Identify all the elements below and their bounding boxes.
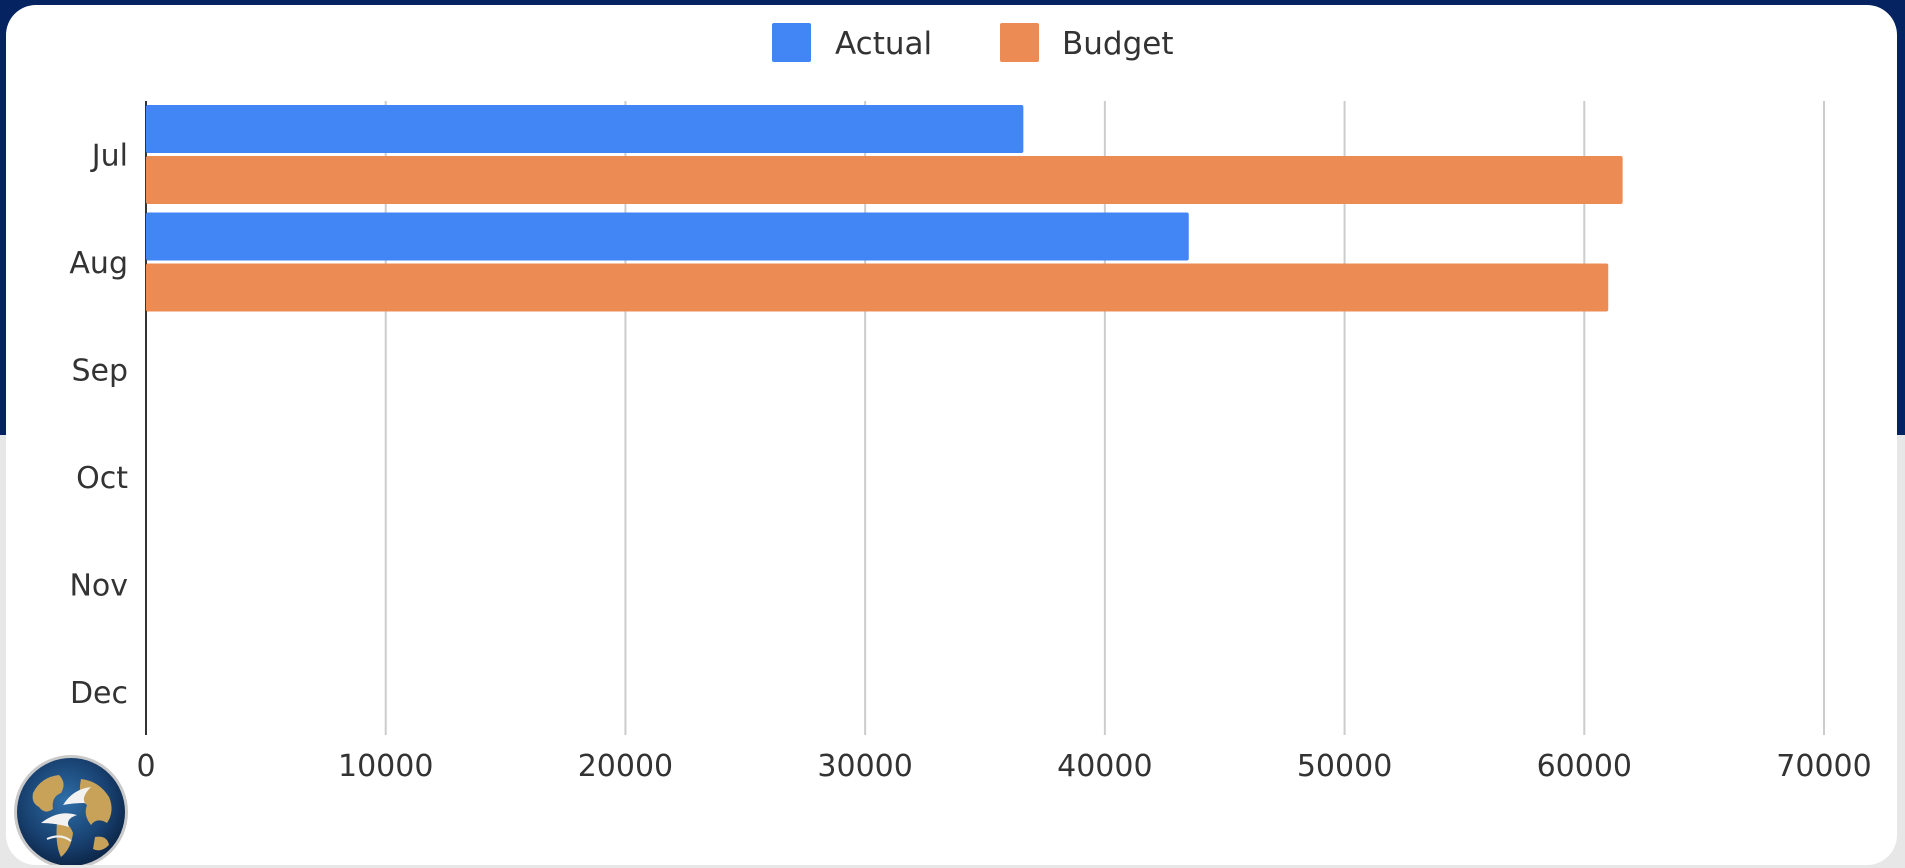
y-tick-label: Oct — [76, 461, 128, 496]
x-tick-label: 40000 — [1057, 749, 1152, 784]
y-tick-label: Dec — [70, 676, 128, 711]
y-axis-labels: Jul Aug Sep Oct Nov Dec — [69, 139, 128, 712]
chart-gridlines — [145, 101, 1825, 735]
y-tick-label: Jul — [90, 139, 128, 174]
y-tick-label: Nov — [69, 569, 128, 604]
bar-actual-jul — [146, 105, 1024, 153]
x-tick-label: 20000 — [578, 749, 673, 784]
y-tick-label: Sep — [71, 354, 128, 389]
globe-with-doves-icon — [14, 755, 128, 865]
legend-swatch-budget — [1000, 23, 1039, 62]
x-tick-label: 0 — [136, 749, 155, 784]
y-tick-label: Aug — [69, 246, 128, 281]
x-tick-label: 50000 — [1297, 749, 1392, 784]
chart-card: Actual Budget Jul Aug Sep Oct Nov Dec 0 10000 2… — [6, 5, 1897, 865]
bar-actual-aug — [146, 212, 1189, 261]
bar-budget-jul — [146, 156, 1623, 204]
x-tick-label: 70000 — [1776, 749, 1871, 784]
chart-legend: Actual Budget — [772, 23, 1174, 62]
legend-label-budget: Budget — [1062, 26, 1174, 62]
x-tick-label: 30000 — [817, 749, 912, 784]
x-tick-label: 60000 — [1537, 749, 1632, 784]
bar-budget-aug — [146, 263, 1609, 312]
legend-swatch-actual — [772, 23, 811, 62]
legend-label-actual: Actual — [835, 26, 932, 62]
bar-chart: Actual Budget Jul Aug Sep Oct Nov Dec 0 10000 2… — [69, 23, 1872, 784]
chart-bars — [146, 105, 1623, 312]
x-axis-labels: 0 10000 20000 30000 40000 50000 60000 70000 — [136, 749, 1871, 784]
x-tick-label: 10000 — [338, 749, 433, 784]
